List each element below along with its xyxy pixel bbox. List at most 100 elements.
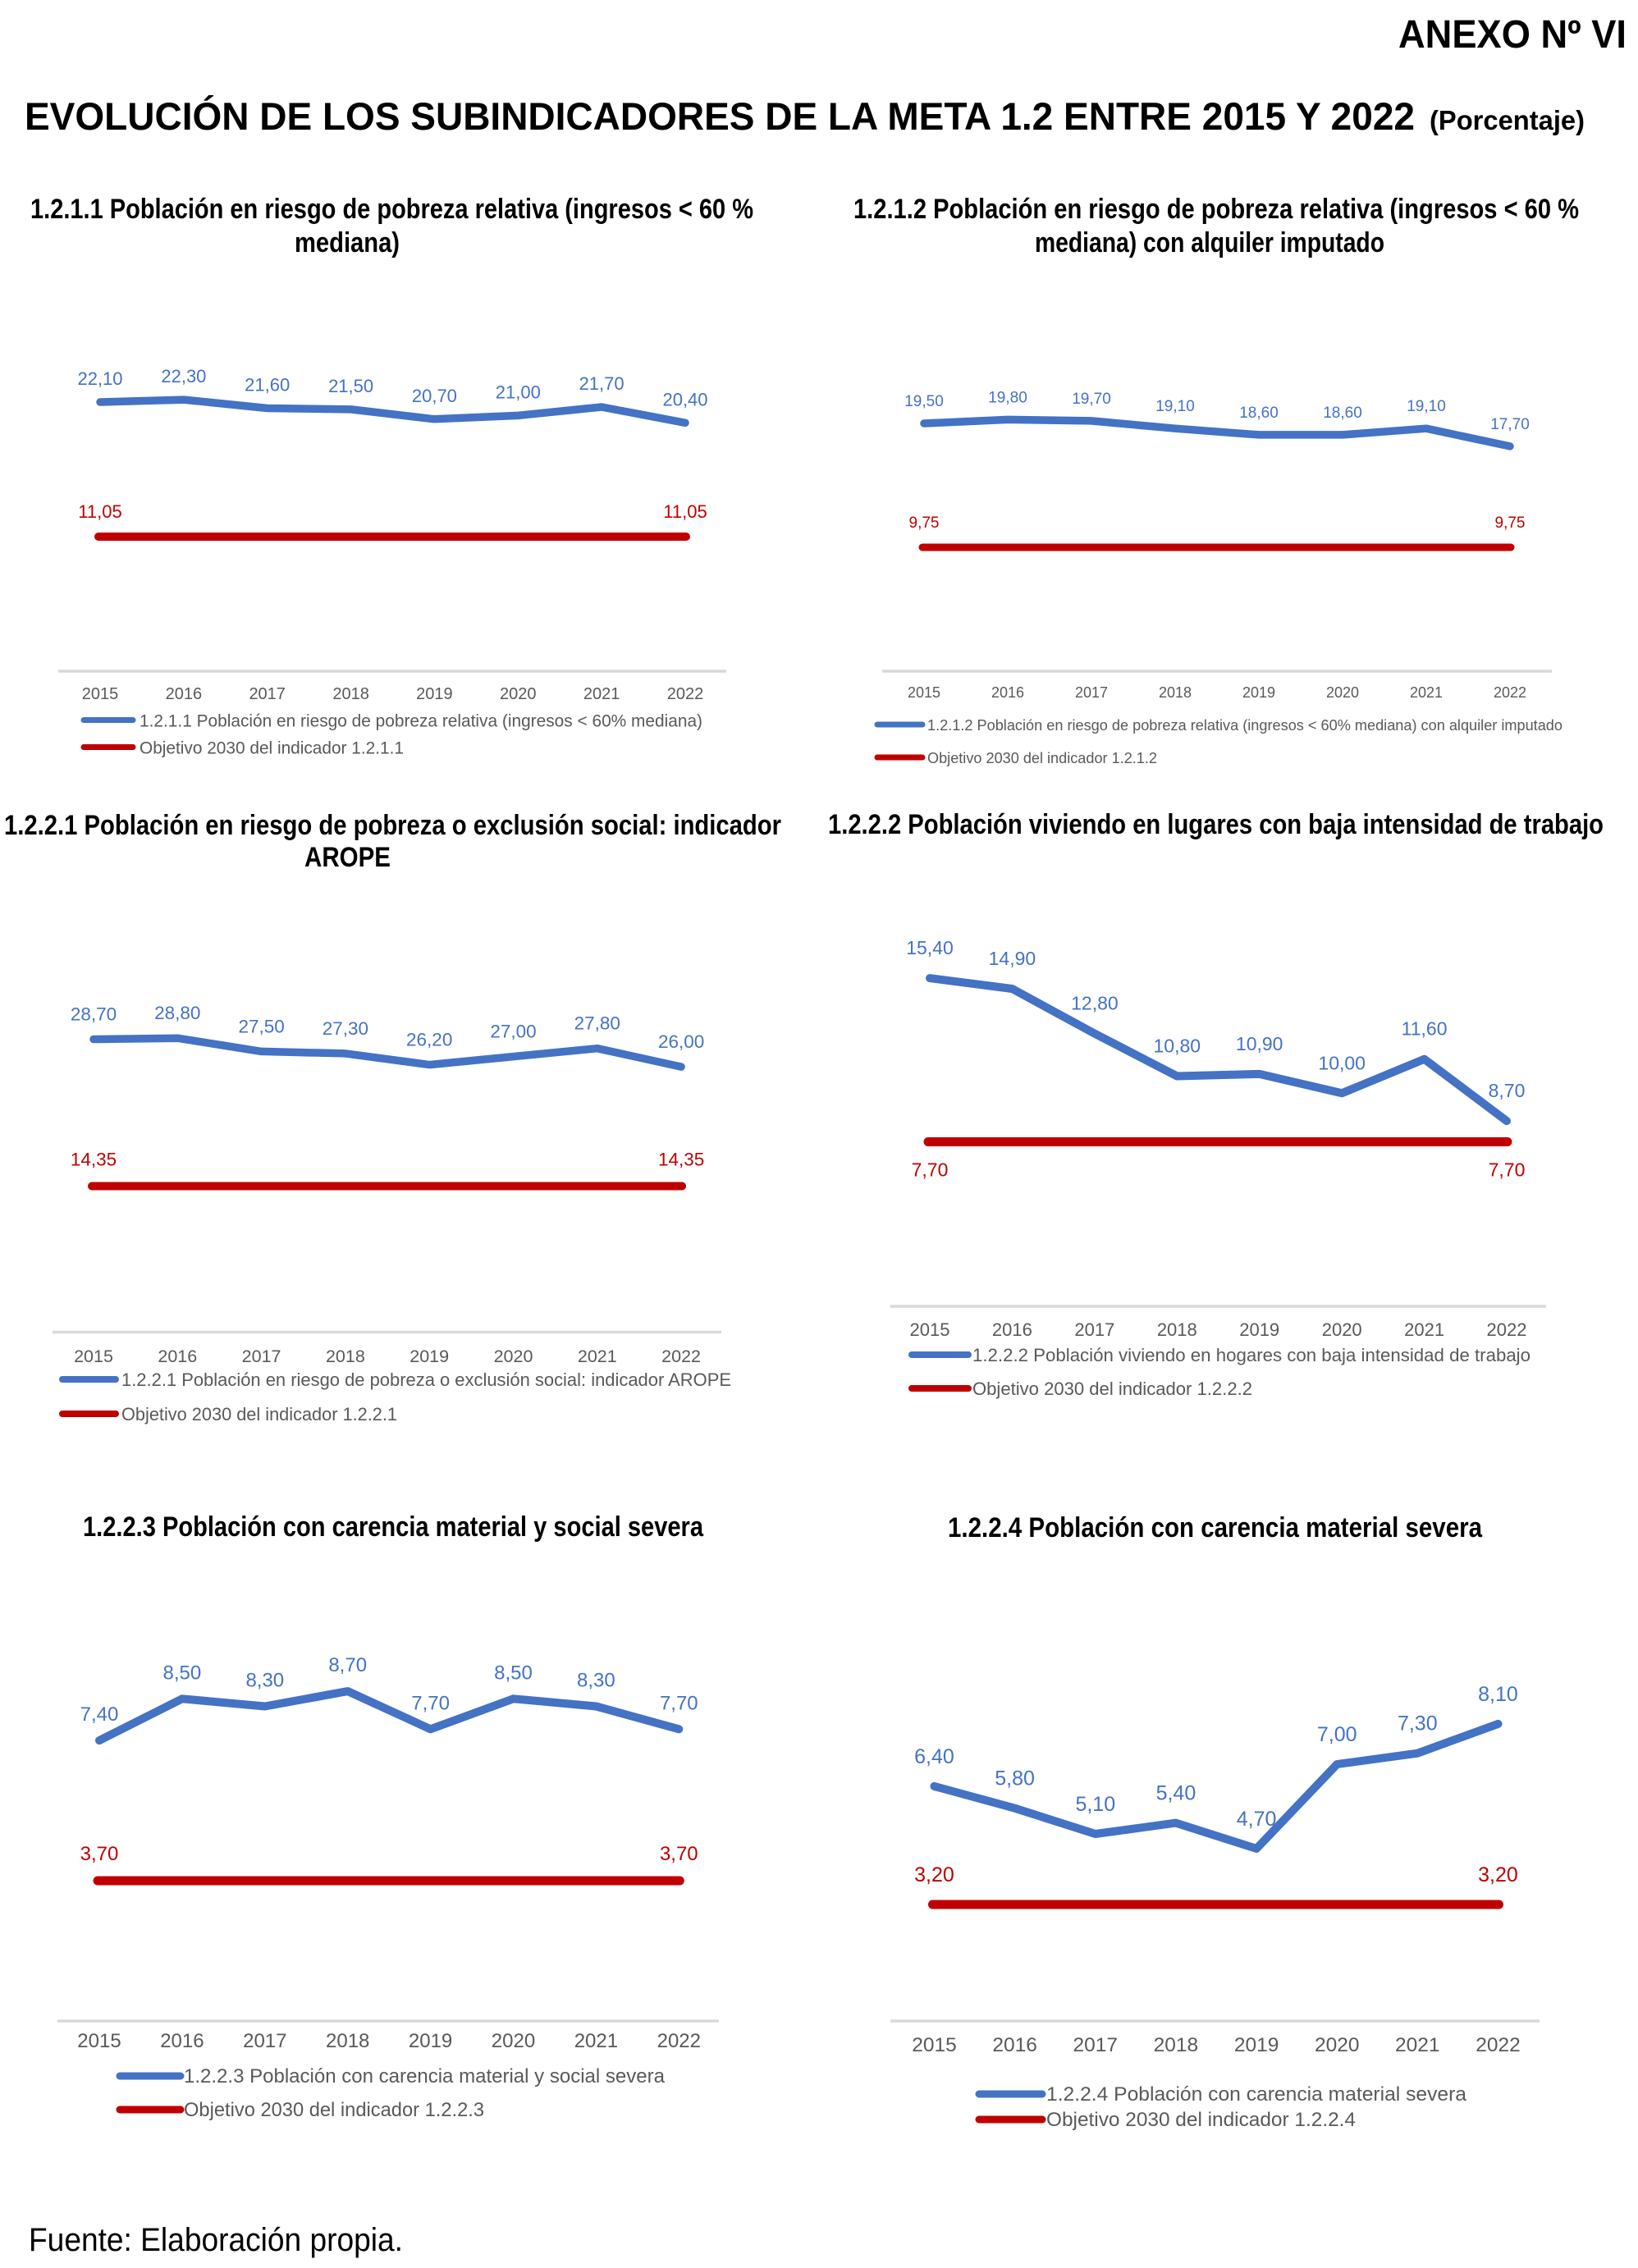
svg-text:8,50: 8,50 <box>163 1662 202 1684</box>
svg-text:AROPE: AROPE <box>304 842 391 873</box>
svg-text:2022: 2022 <box>1476 2034 1521 2056</box>
svg-text:2019: 2019 <box>1234 2034 1279 2056</box>
svg-text:Objetivo 2030 del indicador 1.: Objetivo 2030 del indicador 1.2.2.3 <box>184 2099 484 2121</box>
svg-text:14,90: 14,90 <box>989 948 1036 969</box>
svg-text:2016: 2016 <box>992 2034 1037 2056</box>
svg-text:EVOLUCIÓN DE LOS SUBINDICADORE: EVOLUCIÓN DE LOS SUBINDICADORES DE LA ME… <box>25 94 1415 138</box>
svg-text:1.2.2.2 Población viviendo en: 1.2.2.2 Población viviendo en lugares co… <box>828 809 1604 840</box>
svg-text:Fuente: Elaboración propia.: Fuente: Elaboración propia. <box>29 2222 403 2258</box>
svg-text:1.2.2.4 Población con carencia: 1.2.2.4 Población con carencia material … <box>1046 2083 1467 2106</box>
svg-text:2015: 2015 <box>912 2034 957 2056</box>
svg-text:2016: 2016 <box>160 2030 204 2052</box>
svg-text:8,70: 8,70 <box>328 1654 367 1676</box>
svg-text:7,30: 7,30 <box>1398 1712 1438 1735</box>
svg-text:21,60: 21,60 <box>245 375 290 396</box>
svg-text:2020: 2020 <box>500 685 537 703</box>
svg-text:2021: 2021 <box>1410 684 1443 701</box>
svg-text:19,80: 19,80 <box>988 389 1027 406</box>
svg-text:21,70: 21,70 <box>579 373 625 394</box>
svg-text:17,70: 17,70 <box>1490 416 1530 433</box>
svg-text:1.2.1.2 Población en riesgo de: 1.2.1.2 Población en riesgo de pobreza r… <box>927 717 1563 734</box>
svg-text:27,50: 27,50 <box>238 1016 284 1036</box>
svg-text:1.2.1.2 Población en riesgo de: 1.2.1.2 Población en riesgo de pobreza r… <box>853 194 1579 225</box>
svg-text:(Porcentaje): (Porcentaje) <box>1430 105 1585 135</box>
svg-text:11,05: 11,05 <box>78 501 121 522</box>
svg-text:2019: 2019 <box>1239 1319 1279 1340</box>
svg-text:ANEXO Nº VI: ANEXO Nº VI <box>1398 13 1627 57</box>
svg-text:28,70: 28,70 <box>71 1004 117 1025</box>
svg-text:2018: 2018 <box>1159 684 1192 701</box>
svg-text:27,00: 27,00 <box>490 1022 536 1042</box>
svg-text:2021: 2021 <box>1404 1319 1444 1340</box>
svg-text:Objetivo 2030 del indicador 1.: Objetivo 2030 del indicador 1.2.2.4 <box>1046 2109 1356 2131</box>
svg-text:2018: 2018 <box>1154 2034 1199 2056</box>
svg-text:2017: 2017 <box>1075 684 1108 701</box>
svg-text:2017: 2017 <box>242 1347 281 1366</box>
svg-text:2015: 2015 <box>77 2030 121 2052</box>
svg-text:19,10: 19,10 <box>1155 398 1195 415</box>
svg-text:3,20: 3,20 <box>1478 1863 1518 1886</box>
svg-text:2017: 2017 <box>243 2030 286 2052</box>
svg-text:2021: 2021 <box>1395 2034 1440 2056</box>
svg-text:18,60: 18,60 <box>1323 405 1362 422</box>
svg-text:14,35: 14,35 <box>71 1150 117 1170</box>
svg-text:8,70: 8,70 <box>1489 1080 1526 1101</box>
svg-text:19,10: 19,10 <box>1407 398 1446 415</box>
svg-text:2020: 2020 <box>494 1347 533 1366</box>
svg-text:Objetivo 2030 del indicador 1.: Objetivo 2030 del indicador 1.2.1.1 <box>140 739 404 758</box>
svg-text:2016: 2016 <box>991 684 1024 701</box>
svg-text:2015: 2015 <box>82 685 119 703</box>
svg-text:2016: 2016 <box>158 1347 197 1366</box>
svg-text:21,50: 21,50 <box>328 376 373 396</box>
svg-text:1.2.2.4 Población con carencia: 1.2.2.4 Población con carencia material … <box>948 1512 1483 1543</box>
svg-text:2017: 2017 <box>249 685 286 703</box>
svg-text:2022: 2022 <box>1487 1319 1527 1340</box>
svg-text:mediana) con alquiler imputado: mediana) con alquiler imputado <box>1035 227 1384 258</box>
svg-text:2020: 2020 <box>492 2030 535 2052</box>
svg-text:1.2.2.3 Población con carencia: 1.2.2.3 Población con carencia material … <box>184 2065 666 2087</box>
svg-text:1.2.1.1 Población en riesgo de: 1.2.1.1 Población en riesgo de pobreza r… <box>140 712 702 731</box>
svg-text:2015: 2015 <box>908 684 940 701</box>
svg-text:3,70: 3,70 <box>80 1843 119 1865</box>
svg-text:18,60: 18,60 <box>1239 405 1279 422</box>
svg-text:5,10: 5,10 <box>1075 1793 1115 1816</box>
svg-text:19,50: 19,50 <box>904 393 944 410</box>
svg-text:2020: 2020 <box>1326 684 1359 701</box>
svg-text:1.2.2.3 Población con carencia: 1.2.2.3 Población con carencia material … <box>83 1511 704 1543</box>
svg-text:Objetivo 2030 del indicador 1.: Objetivo 2030 del indicador 1.2.2.2 <box>972 1379 1252 1399</box>
svg-text:1.2.2.1 Población en riesgo de: 1.2.2.1 Población en riesgo de pobreza o… <box>121 1369 731 1390</box>
svg-text:mediana): mediana) <box>295 227 400 258</box>
svg-text:Objetivo 2030 del indicador 1.: Objetivo 2030 del indicador 1.2.2.1 <box>121 1404 397 1424</box>
svg-text:21,00: 21,00 <box>496 382 541 402</box>
svg-text:2021: 2021 <box>574 2030 618 2052</box>
svg-text:28,80: 28,80 <box>154 1003 200 1023</box>
svg-text:2016: 2016 <box>992 1319 1032 1340</box>
svg-text:2019: 2019 <box>410 1347 449 1366</box>
svg-text:8,50: 8,50 <box>494 1662 533 1684</box>
svg-text:10,80: 10,80 <box>1154 1036 1201 1057</box>
svg-text:22,30: 22,30 <box>161 366 206 386</box>
svg-text:26,00: 26,00 <box>658 1031 704 1052</box>
svg-text:1.2.2.2 Población viviendo en: 1.2.2.2 Población viviendo en hogares co… <box>972 1345 1530 1365</box>
svg-text:5,80: 5,80 <box>995 1767 1035 1790</box>
svg-text:2021: 2021 <box>578 1347 617 1366</box>
svg-text:8,30: 8,30 <box>577 1670 615 1692</box>
svg-text:7,70: 7,70 <box>912 1159 949 1181</box>
svg-text:7,70: 7,70 <box>660 1692 698 1714</box>
svg-text:19,70: 19,70 <box>1072 391 1111 408</box>
svg-text:4,70: 4,70 <box>1237 1808 1277 1831</box>
svg-text:7,00: 7,00 <box>1317 1723 1357 1746</box>
svg-text:15,40: 15,40 <box>906 937 954 958</box>
svg-text:1.2.2.1 Población en riesgo de: 1.2.2.1 Población en riesgo de pobreza o… <box>4 810 781 841</box>
svg-text:2022: 2022 <box>661 1347 701 1366</box>
svg-text:26,20: 26,20 <box>406 1030 452 1050</box>
svg-text:20,40: 20,40 <box>662 389 707 409</box>
svg-text:2019: 2019 <box>1242 684 1275 701</box>
svg-text:6,40: 6,40 <box>914 1745 954 1768</box>
svg-text:27,30: 27,30 <box>323 1018 368 1039</box>
svg-text:3,70: 3,70 <box>660 1843 698 1865</box>
svg-text:8,10: 8,10 <box>1478 1683 1518 1706</box>
svg-text:10,00: 10,00 <box>1318 1052 1366 1073</box>
svg-text:12,80: 12,80 <box>1071 993 1119 1014</box>
svg-text:2017: 2017 <box>1074 1319 1114 1340</box>
